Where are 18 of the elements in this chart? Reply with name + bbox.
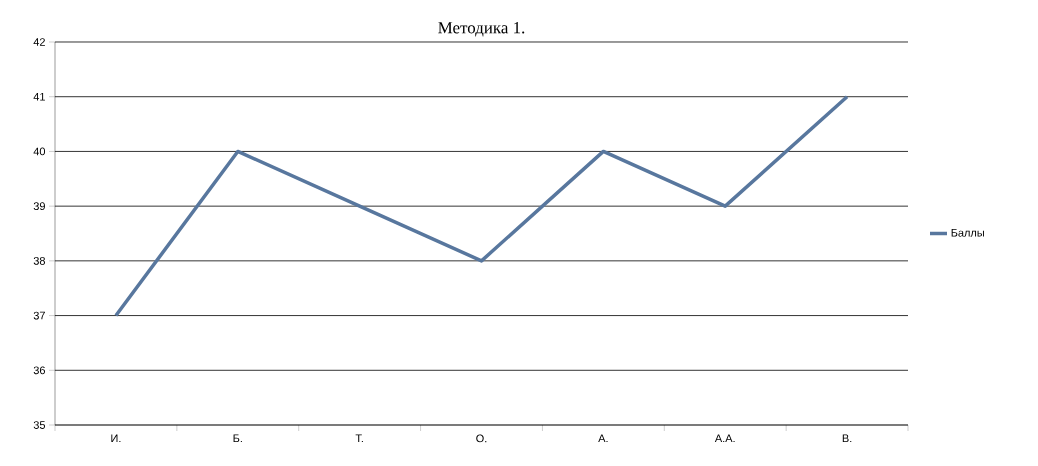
y-tick-label: 42 bbox=[33, 38, 45, 46]
y-tick-label: 35 bbox=[33, 421, 46, 429]
y-tick-label: 41 bbox=[33, 92, 45, 101]
x-tick-label: В. bbox=[842, 434, 852, 443]
y-tick-label: 36 bbox=[33, 366, 45, 375]
y-tick-label: 40 bbox=[33, 147, 46, 156]
x-tick-label: Б. bbox=[233, 434, 242, 443]
x-tick-label: Т. bbox=[355, 434, 363, 443]
x-tick-label: А. bbox=[598, 434, 608, 443]
x-tick-label: И. bbox=[111, 434, 121, 443]
y-tick-label: 37 bbox=[33, 311, 45, 320]
legend-label: Баллы bbox=[951, 228, 984, 237]
chart-title: Методика 1. bbox=[438, 22, 525, 37]
x-tick-label: А.А. bbox=[714, 434, 735, 443]
y-tick-label: 38 bbox=[33, 256, 45, 265]
x-tick-label: О. bbox=[476, 434, 487, 443]
line-series bbox=[114, 94, 849, 318]
y-tick-label: 39 bbox=[33, 202, 45, 211]
